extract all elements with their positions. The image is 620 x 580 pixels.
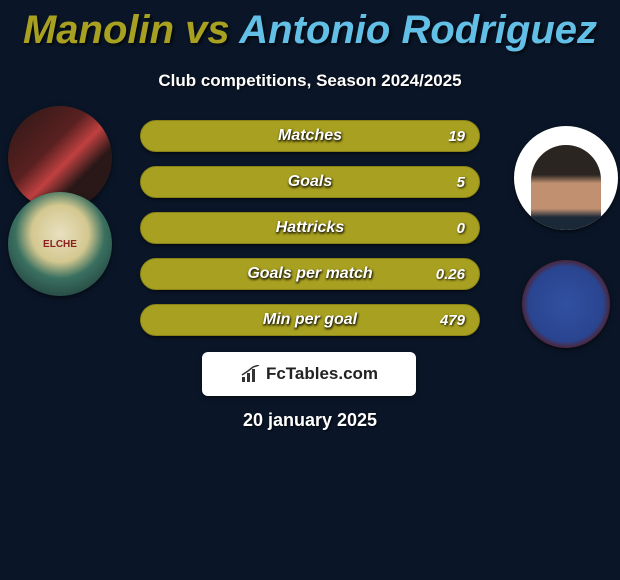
stat-label: Min per goal bbox=[263, 311, 357, 329]
stat-label: Hattricks bbox=[276, 219, 344, 237]
stat-row: Matches 19 bbox=[140, 120, 480, 152]
stat-row: Hattricks 0 bbox=[140, 212, 480, 244]
player2-club-badge bbox=[522, 260, 610, 348]
player2-name: Antonio Rodriguez bbox=[239, 8, 597, 52]
stat-value: 19 bbox=[448, 128, 465, 145]
date-text: 20 january 2025 bbox=[0, 410, 620, 431]
subtitle: Club competitions, Season 2024/2025 bbox=[0, 71, 620, 91]
stat-label: Matches bbox=[278, 127, 342, 145]
stat-row: Goals per match 0.26 bbox=[140, 258, 480, 290]
fctables-logo[interactable]: FcTables.com bbox=[202, 352, 416, 396]
stat-value: 0.26 bbox=[436, 266, 465, 283]
player2-photo bbox=[514, 126, 618, 230]
stat-label: Goals per match bbox=[247, 265, 372, 283]
stat-row: Min per goal 479 bbox=[140, 304, 480, 336]
comparison-title: Manolin vs Antonio Rodriguez bbox=[0, 0, 620, 53]
stat-value: 5 bbox=[457, 174, 465, 191]
stat-label: Goals bbox=[288, 173, 332, 191]
player1-club-badge: ELCHE bbox=[8, 192, 112, 296]
logo-text: FcTables.com bbox=[266, 364, 378, 384]
chart-icon bbox=[240, 365, 262, 383]
stats-container: Matches 19 Goals 5 Hattricks 0 Goals per match… bbox=[140, 120, 480, 350]
stat-value: 0 bbox=[457, 220, 465, 237]
stat-row: Goals 5 bbox=[140, 166, 480, 198]
stat-value: 479 bbox=[440, 312, 465, 329]
vs-text: vs bbox=[174, 8, 239, 52]
player1-name: Manolin bbox=[23, 8, 174, 52]
